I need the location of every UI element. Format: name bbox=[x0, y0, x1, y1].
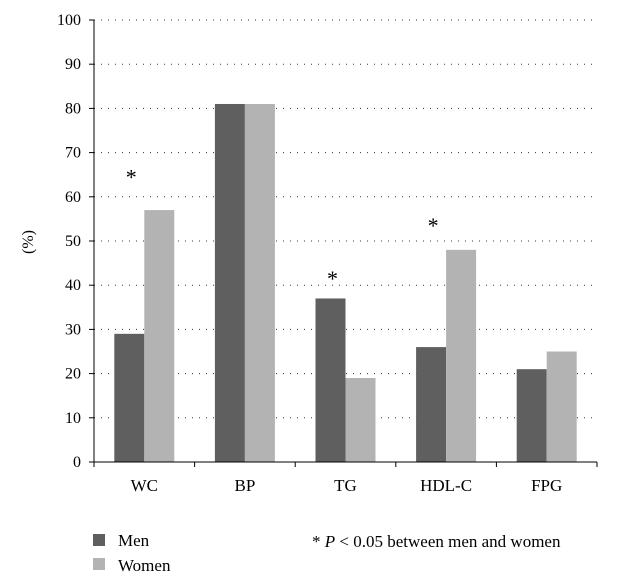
footnote-text: < 0.05 between men and women bbox=[335, 532, 561, 551]
footnote-p: P bbox=[324, 532, 335, 551]
x-category-label: TG bbox=[334, 476, 357, 495]
bar-men-bp bbox=[214, 103, 245, 462]
bar-women-wc bbox=[144, 210, 175, 462]
bar-women-bp bbox=[244, 103, 275, 462]
y-tick-label: 50 bbox=[65, 233, 81, 250]
y-tick-label: 20 bbox=[65, 366, 81, 383]
x-category-label: WC bbox=[131, 476, 158, 495]
y-tick-label: 80 bbox=[65, 100, 81, 117]
y-tick-label: 30 bbox=[65, 321, 81, 338]
axes bbox=[89, 19, 598, 467]
y-axis-label: (%) bbox=[20, 230, 37, 254]
significance-markers: * * * bbox=[126, 164, 439, 291]
y-tick-label: 40 bbox=[65, 277, 81, 294]
x-category-label: BP bbox=[235, 476, 256, 495]
bar-men-wc bbox=[114, 333, 145, 462]
y-tick-label: 10 bbox=[65, 410, 81, 427]
significance-star: * bbox=[126, 164, 137, 189]
significance-footnote: * P < 0.05 between men and women bbox=[312, 532, 561, 551]
bar-group bbox=[114, 103, 577, 462]
bar-men-fpg bbox=[516, 369, 547, 462]
bar-men-hdl-c bbox=[416, 347, 447, 462]
significance-star: * bbox=[327, 266, 338, 291]
legend-label-women: Women bbox=[118, 556, 171, 575]
legend-swatch-men bbox=[93, 534, 105, 546]
x-category-label: HDL-C bbox=[420, 476, 472, 495]
y-tick-label: 60 bbox=[65, 189, 81, 206]
y-tick-labels: 0 10 20 30 40 50 60 70 80 90 100 bbox=[57, 12, 81, 471]
legend-swatch-women bbox=[93, 558, 105, 570]
y-tick-label: 0 bbox=[73, 454, 81, 471]
bar-women-tg bbox=[345, 378, 376, 462]
y-tick-label: 70 bbox=[65, 145, 81, 162]
legend: Men Women bbox=[93, 531, 171, 575]
x-tick-labels: WC BP TG HDL-C FPG bbox=[131, 476, 563, 495]
bar-women-fpg bbox=[546, 351, 577, 462]
y-tick-label: 100 bbox=[57, 12, 81, 29]
bar-men-tg bbox=[315, 298, 346, 462]
y-tick-label: 90 bbox=[65, 56, 81, 73]
x-category-label: FPG bbox=[531, 476, 562, 495]
significance-star: * bbox=[428, 213, 439, 238]
legend-label-men: Men bbox=[118, 531, 150, 550]
footnote-star: * bbox=[312, 532, 321, 551]
bar-women-hdl-c bbox=[446, 249, 477, 462]
